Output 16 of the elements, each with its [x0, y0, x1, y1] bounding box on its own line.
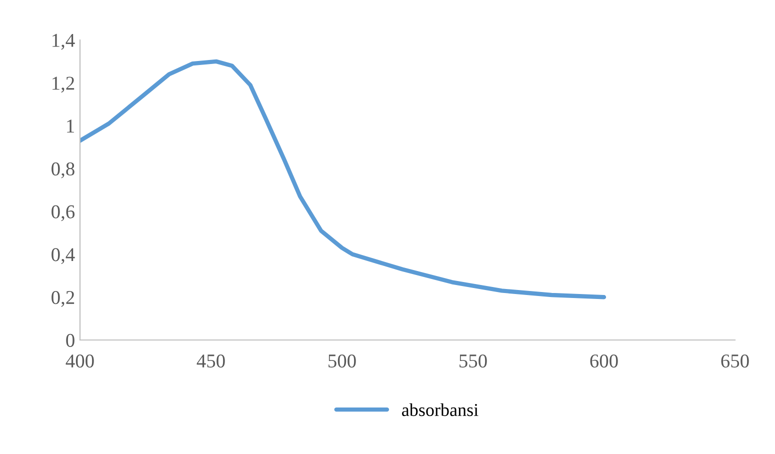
y-tick-label: 1	[67, 120, 74, 132]
y-tick-label: 0,4	[52, 248, 75, 264]
x-tick-label: 450	[196, 354, 225, 368]
y-tick-label: 0,8	[52, 162, 74, 178]
y-tick-label: 1,4	[52, 34, 75, 50]
x-tick-label: 550	[460, 354, 487, 368]
legend-label: absorbansi	[402, 403, 478, 416]
x-tick-label: 400	[66, 354, 94, 368]
line-series	[80, 59, 606, 300]
x-tick-label: 500	[328, 354, 356, 368]
x-tick-label: 650	[721, 354, 749, 368]
y-tick-label: 0,2	[52, 290, 74, 307]
x-tick-label: 600	[590, 354, 618, 368]
y-tick-label: 0	[66, 334, 74, 347]
y-tick-label: 0,6	[52, 205, 75, 222]
y-tick-label: 1,2	[52, 76, 74, 93]
